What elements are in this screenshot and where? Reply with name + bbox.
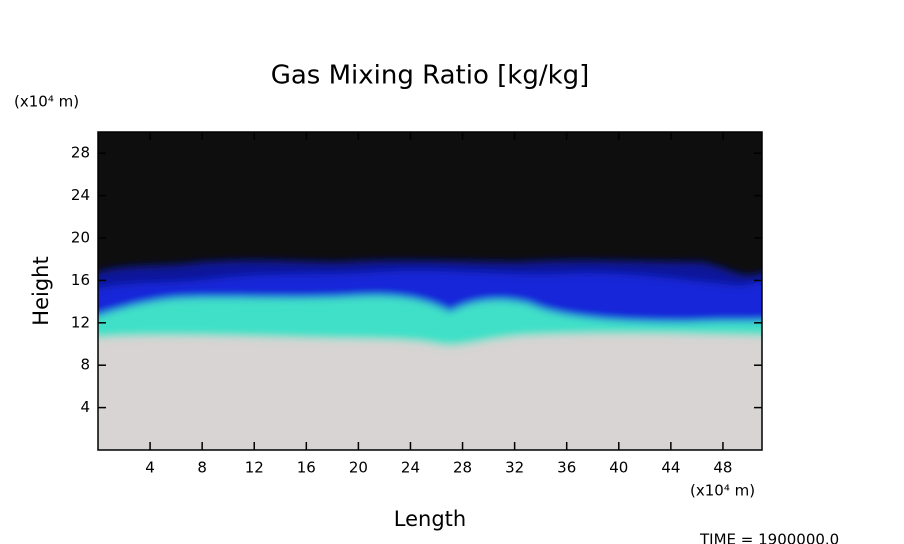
y-unit: (x10⁴ m) bbox=[14, 93, 79, 111]
x-unit: (x10⁴ m) bbox=[690, 482, 755, 500]
field-image bbox=[98, 132, 762, 450]
y-tick-label: 8 bbox=[80, 356, 90, 374]
plot-frame bbox=[97, 131, 763, 451]
time-footer: TIME = 1900000.0 bbox=[699, 531, 839, 544]
x-tick-label: 48 bbox=[713, 459, 732, 477]
x-tick-label: 32 bbox=[505, 459, 524, 477]
y-tick-label: 24 bbox=[71, 186, 90, 204]
x-tick-label: 8 bbox=[197, 459, 207, 477]
x-tick-label: 40 bbox=[609, 459, 628, 477]
x-tick-label: 12 bbox=[245, 459, 264, 477]
y-tick-label: 12 bbox=[71, 313, 90, 331]
y-tick-label: 16 bbox=[71, 271, 90, 289]
x-axis-label: Length bbox=[394, 507, 466, 531]
chart-title: Gas Mixing Ratio [kg/kg] bbox=[271, 61, 590, 91]
x-tick-label: 4 bbox=[145, 459, 155, 477]
y-tick-label: 20 bbox=[71, 229, 90, 247]
x-tick-label: 20 bbox=[349, 459, 368, 477]
x-tick-label: 16 bbox=[297, 459, 316, 477]
y-axis-label: Height bbox=[29, 256, 53, 325]
x-tick-label: 36 bbox=[557, 459, 576, 477]
x-tick-label: 24 bbox=[401, 459, 420, 477]
x-tick-label: 28 bbox=[453, 459, 472, 477]
x-tick-label: 44 bbox=[661, 459, 680, 477]
y-tick-label: 28 bbox=[71, 144, 90, 162]
y-tick-label: 4 bbox=[80, 398, 90, 416]
